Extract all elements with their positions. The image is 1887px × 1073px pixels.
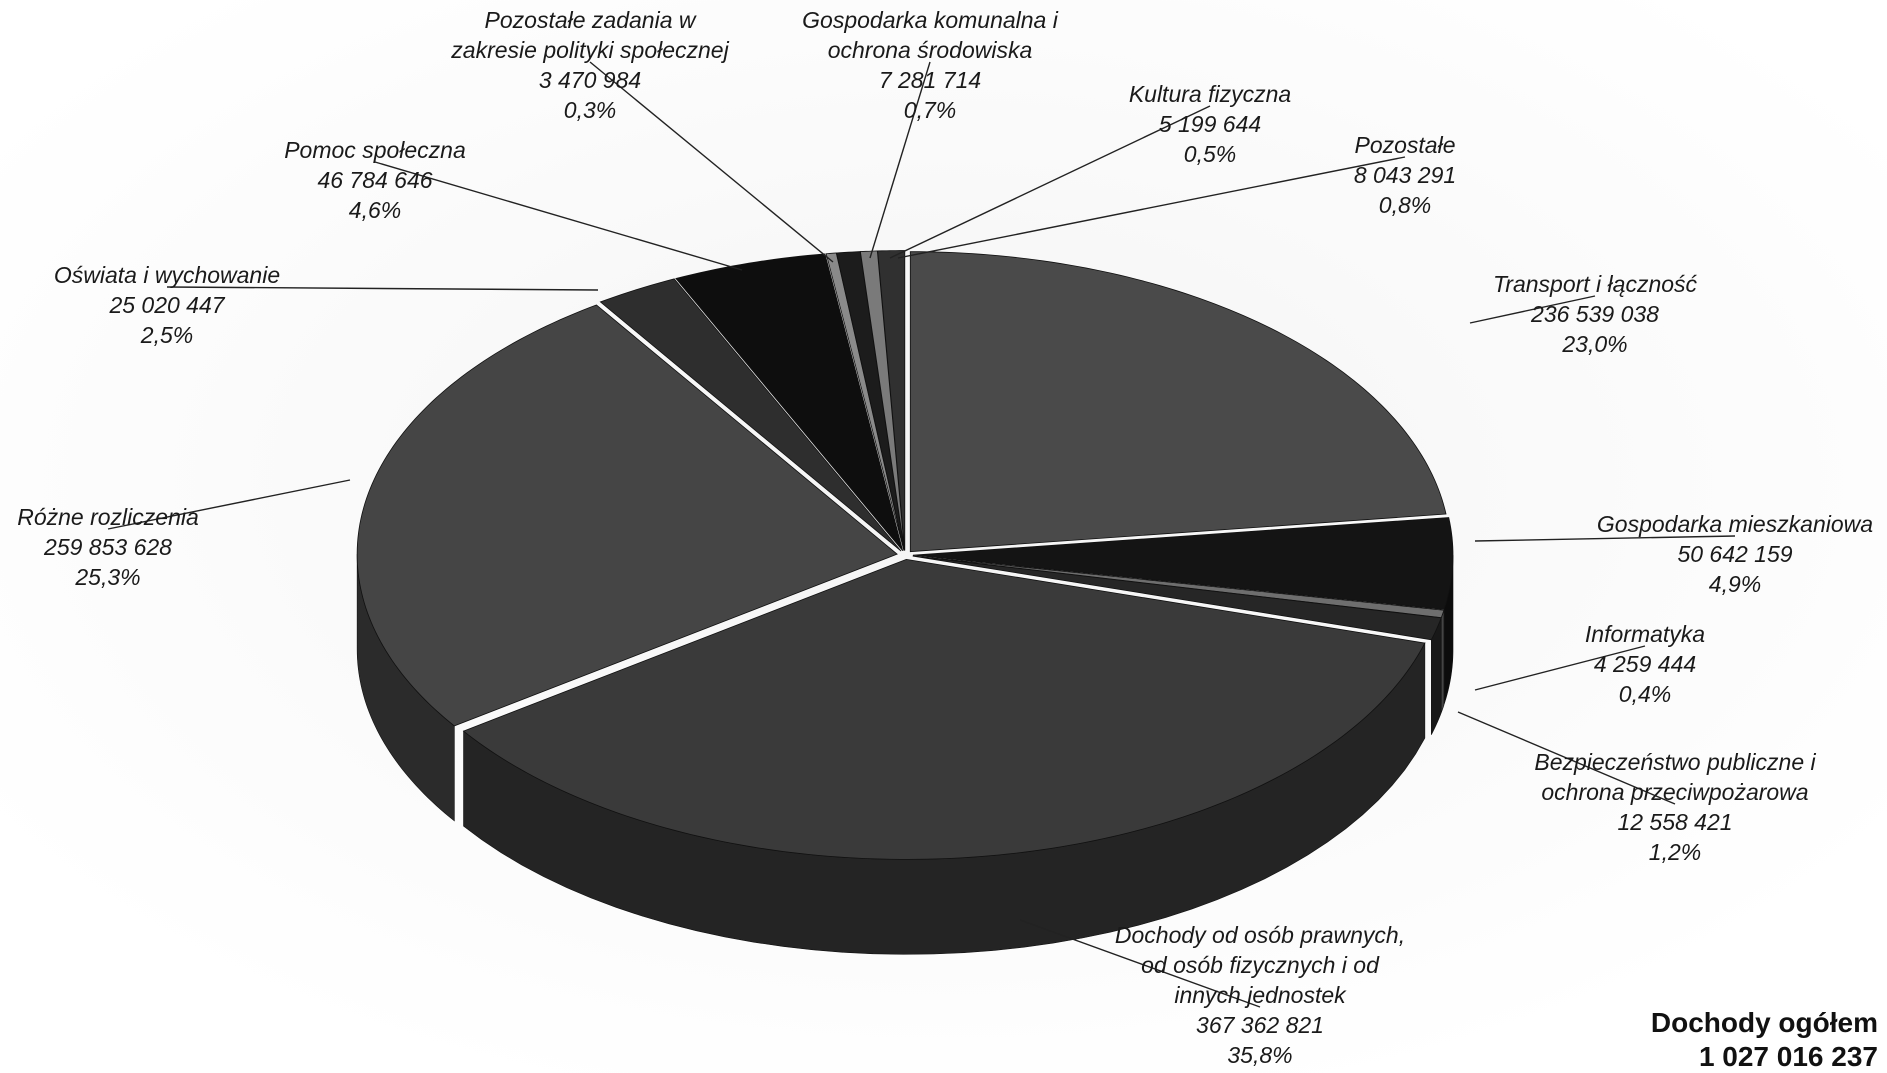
slice-label-4-line-2: innych jednostek xyxy=(1174,982,1347,1008)
slice-label-3-line-3: 1,2% xyxy=(1649,839,1701,865)
slice-label-6-line-1: 25 020 447 xyxy=(108,292,225,318)
slice-label-3-line-2: 12 558 421 xyxy=(1617,809,1732,835)
slice-label-8-line-3: 0,3% xyxy=(564,97,616,123)
total-value: 1 027 016 237 xyxy=(1699,1041,1878,1072)
slice-side-2 xyxy=(1441,610,1444,712)
slice-label-10-line-2: 0,5% xyxy=(1184,141,1236,167)
slice-label-9-line-3: 0,7% xyxy=(904,97,956,123)
slice-label-7-line-2: 4,6% xyxy=(349,197,401,223)
slice-label-11-line-1: 8 043 291 xyxy=(1354,162,1456,188)
slice-label-5-line-2: 25,3% xyxy=(74,564,140,590)
slice-label-8-line-2: 3 470 984 xyxy=(539,67,641,93)
slice-label-1-line-1: 50 642 159 xyxy=(1677,541,1792,567)
slice-label-3-line-0: Bezpieczeństwo publiczne i xyxy=(1534,749,1816,775)
slice-label-2-line-0: Informatyka xyxy=(1585,621,1705,647)
slice-label-11-line-0: Pozostałe xyxy=(1354,132,1455,158)
slice-label-7-line-0: Pomoc społeczna xyxy=(284,137,466,163)
slice-label-5-line-1: 259 853 628 xyxy=(43,534,172,560)
slice-label-6-line-0: Oświata i wychowanie xyxy=(54,262,280,288)
slices-layer xyxy=(357,251,1453,955)
slice-label-9-line-2: 7 281 714 xyxy=(879,67,981,93)
slice-label-11-line-2: 0,8% xyxy=(1379,192,1431,218)
slice-label-0-line-0: Transport i łączność xyxy=(1493,271,1698,297)
slice-label-2-line-1: 4 259 444 xyxy=(1594,651,1696,677)
slice-label-2-line-2: 0,4% xyxy=(1619,681,1671,707)
slice-label-6-line-2: 2,5% xyxy=(140,322,193,348)
slice-label-4-line-0: Dochody od osób prawnych, xyxy=(1115,922,1405,948)
slice-label-4-line-3: 367 362 821 xyxy=(1196,1012,1324,1038)
slice-label-7-line-1: 46 784 646 xyxy=(317,167,432,193)
slice-label-1-line-0: Gospodarka mieszkaniowa xyxy=(1597,511,1873,537)
slice-label-10-line-1: 5 199 644 xyxy=(1159,111,1261,137)
total-label: Dochody ogółem xyxy=(1651,1007,1878,1038)
slice-label-8-line-1: zakresie polityki społecznej xyxy=(450,37,729,63)
slice-label-5-line-0: Różne rozliczenia xyxy=(17,504,199,530)
slice-label-4-line-4: 35,8% xyxy=(1227,1042,1292,1068)
slice-label-0-line-2: 23,0% xyxy=(1561,331,1627,357)
slice-label-4-line-1: od osób fizycznych i od xyxy=(1141,952,1380,978)
slice-label-0-line-1: 236 539 038 xyxy=(1530,301,1659,327)
slice-label-10-line-0: Kultura fizyczna xyxy=(1129,81,1291,107)
slice-label-9-line-1: ochrona środowiska xyxy=(828,37,1033,63)
slice-label-3-line-1: ochrona przeciwpożarowa xyxy=(1541,779,1808,805)
slice-label-1-line-2: 4,9% xyxy=(1709,571,1761,597)
slice-label-8-line-0: Pozostałe zadania w xyxy=(485,7,697,33)
slice-label-9-line-0: Gospodarka komunalna i xyxy=(802,7,1059,33)
